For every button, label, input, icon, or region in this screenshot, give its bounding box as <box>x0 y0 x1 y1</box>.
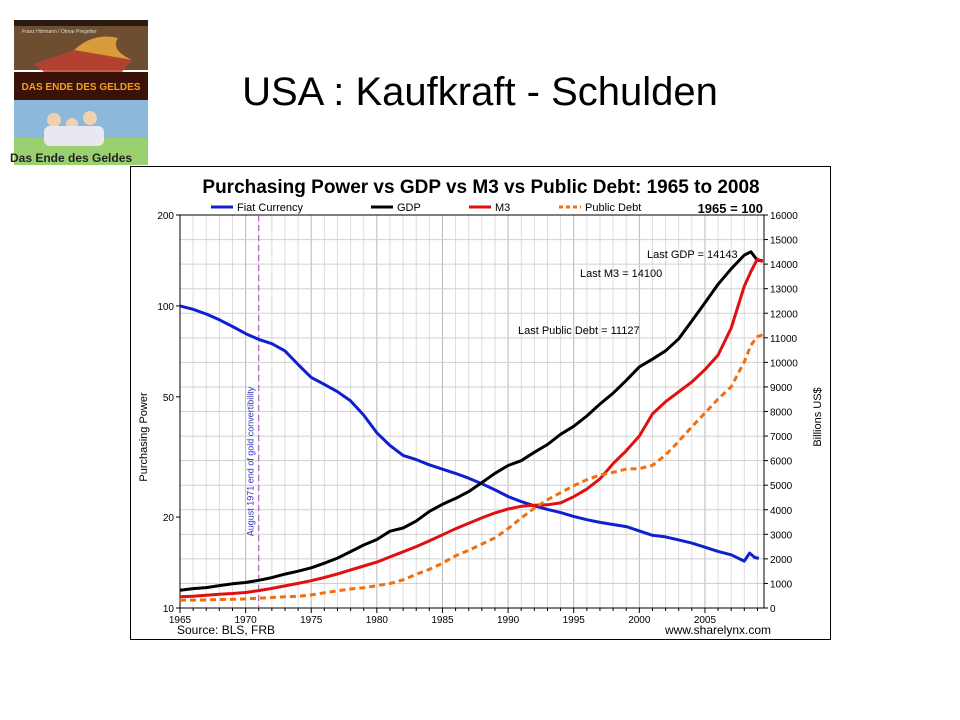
family-figure-1 <box>47 113 61 127</box>
y-right-tick-label: 2000 <box>770 555 793 566</box>
y-left-tick-label: 200 <box>157 211 174 222</box>
legend: Fiat Currency GDP M3 Public Debt <box>211 202 641 214</box>
plot-border <box>179 214 765 609</box>
annotation-last-m3: Last M3 = 14100 <box>580 268 662 280</box>
family-figure-3 <box>83 111 97 125</box>
y-axis-left-label: Purchasing Power <box>138 392 150 482</box>
y-right-tick-label: 15000 <box>770 236 798 247</box>
family-clothing <box>44 126 104 146</box>
y-right-tick-label: 8000 <box>770 408 793 419</box>
legend-label-fiat-currency: Fiat Currency <box>237 202 304 214</box>
y-left-tick-label: 50 <box>163 393 175 404</box>
x-tick-label: 2005 <box>694 615 717 626</box>
legend-label-gdp: GDP <box>397 202 421 214</box>
legend-label-public-debt: Public Debt <box>585 202 641 214</box>
annotation-last-gdp: Last GDP = 14143 <box>647 249 738 261</box>
book-header-strip <box>14 20 148 26</box>
book-authors: Franz Hörmann / Otmar Pregetter <box>22 29 97 35</box>
x-tick-label: 1980 <box>366 615 389 626</box>
x-tick-label: 2000 <box>628 615 651 626</box>
axes-layer: 1965 1970 1975 1980 1985 1990 1995 2000 20050100… <box>157 211 798 626</box>
series-layer <box>179 250 764 602</box>
chart-subtitle: 1965 = 100 <box>698 201 763 216</box>
chart-svg: Purchasing Power vs GDP vs M3 vs Public … <box>138 177 824 637</box>
y-right-tick-label: 9000 <box>770 383 793 394</box>
y-right-tick-label: 14000 <box>770 260 798 271</box>
y-right-tick-label: 0 <box>770 604 776 615</box>
y-right-tick-label: 1000 <box>770 579 793 590</box>
book-cover-art: Franz Hörmann / Otmar Pregetter DAS ENDE… <box>14 20 148 165</box>
y-left-tick-label: 10 <box>163 604 175 615</box>
chart-frame: Purchasing Power vs GDP vs M3 vs Public … <box>130 166 831 640</box>
x-tick-label: 1965 <box>169 615 192 626</box>
chart-source: Source: BLS, FRB <box>177 623 275 637</box>
chart-website: www.sharelynx.com <box>664 623 771 637</box>
legend-label-m3: M3 <box>495 202 510 214</box>
y-right-tick-label: 7000 <box>770 432 793 443</box>
series-line-m3 <box>179 257 764 599</box>
y-right-tick-label: 3000 <box>770 530 793 541</box>
series-line-gdp <box>179 250 763 592</box>
y-right-tick-label: 10000 <box>770 358 798 369</box>
chart-title: Purchasing Power vs GDP vs M3 vs Public … <box>202 177 759 198</box>
x-tick-label: 1990 <box>497 615 520 626</box>
annotation-last-public-debt: Last Public Debt = 11127 <box>518 325 640 337</box>
x-tick-label: 1975 <box>300 615 323 626</box>
book-title-band <box>14 72 148 100</box>
book-cover-image: Franz Hörmann / Otmar Pregetter DAS ENDE… <box>14 20 148 165</box>
series-line-public-debt <box>179 333 764 602</box>
y-left-tick-label: 100 <box>157 302 174 313</box>
slide-title: USA : Kaufkraft - Schulden <box>242 70 718 114</box>
y-right-tick-label: 5000 <box>770 481 793 492</box>
event-layer: August 1971 end of gold convertibility <box>246 215 260 608</box>
x-tick-label: 1985 <box>431 615 454 626</box>
x-tick-label: 1970 <box>234 615 257 626</box>
book-title: DAS ENDE DES GELDES <box>22 82 141 93</box>
y-right-tick-label: 13000 <box>770 285 798 296</box>
flame-shape <box>74 36 132 60</box>
book-caption: Das Ende des Geldes <box>10 151 133 165</box>
y-axis-right-label: Billions US$ <box>812 387 824 446</box>
y-right-tick-label: 12000 <box>770 309 798 320</box>
y-right-tick-label: 16000 <box>770 211 798 222</box>
y-right-tick-label: 11000 <box>770 334 798 345</box>
event-line-label: August 1971 end of gold convertibility <box>246 386 256 536</box>
x-tick-label: 1995 <box>563 615 586 626</box>
y-right-tick-label: 4000 <box>770 506 793 517</box>
y-left-tick-label: 20 <box>163 513 175 524</box>
y-right-tick-label: 6000 <box>770 457 793 468</box>
